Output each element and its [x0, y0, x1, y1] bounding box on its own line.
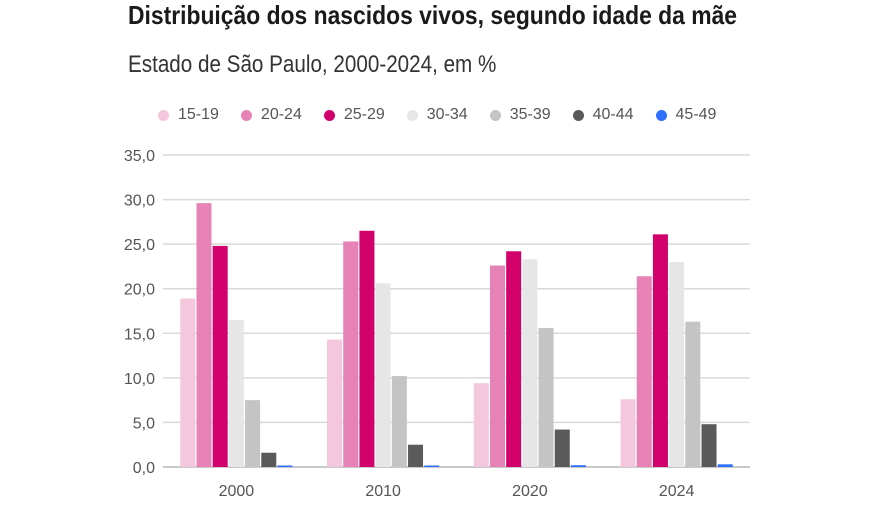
bar-45-49-2020 [570, 465, 586, 467]
bar-35-39-2024 [685, 321, 701, 467]
bar-20-24-2000 [196, 203, 212, 467]
legend-swatch [572, 109, 584, 121]
bar-25-29-2000 [212, 245, 228, 467]
legend-swatch [406, 109, 418, 121]
y-tick-label: 5,0 [133, 415, 155, 432]
bar-15-19-2020 [473, 383, 489, 467]
x-tick-label: 2010 [365, 483, 401, 500]
legend-label: 30-34 [426, 106, 468, 123]
bar-35-39-2010 [391, 376, 407, 467]
legend-label: 20-24 [260, 106, 302, 123]
bar-45-49-2000 [277, 465, 293, 467]
chart-subtitle: Estado de São Paulo, 2000-2024, em % [128, 51, 497, 78]
chart-title: Distribuição dos nascidos vivos, segundo… [128, 0, 738, 30]
legend-swatch [655, 109, 667, 121]
bar-45-49-2010 [424, 465, 440, 467]
legend-swatch [240, 109, 252, 121]
bar-30-34-2010 [375, 283, 391, 467]
bar-20-24-2020 [489, 265, 505, 467]
legend-item-45-49: 45-49 [655, 106, 717, 124]
bar-15-19-2000 [180, 298, 196, 467]
y-tick-label: 10,0 [124, 371, 155, 388]
legend-swatch [323, 109, 335, 121]
legend-item-15-19: 15-19 [158, 106, 219, 124]
bar-15-19-2010 [327, 339, 343, 467]
bar-40-44-2020 [554, 429, 570, 467]
legend-swatch [489, 109, 501, 121]
bar-25-29-2020 [506, 251, 522, 467]
bar-30-34-2000 [228, 319, 244, 467]
bar-45-49-2024 [717, 464, 733, 467]
x-tick-label: 2024 [659, 483, 695, 500]
bar-40-44-2024 [701, 424, 717, 467]
legend-label: 25-29 [343, 106, 385, 123]
bar-40-44-2010 [408, 444, 424, 467]
legend-item-20-24: 20-24 [240, 106, 302, 124]
legend-item-35-39: 35-39 [489, 106, 551, 124]
y-tick-label: 0,0 [133, 460, 155, 477]
x-tick-label: 2020 [512, 483, 548, 500]
bar-25-29-2010 [359, 230, 375, 467]
legend-label: 15-19 [178, 106, 219, 123]
legend-item-40-44: 40-44 [572, 106, 634, 124]
legend-item-30-34: 30-34 [406, 106, 468, 124]
y-tick-label: 35,0 [124, 148, 155, 165]
legend-label: 40-44 [592, 106, 634, 123]
y-tick-label: 20,0 [124, 282, 155, 299]
bar-40-44-2000 [261, 452, 277, 467]
legend-label: 45-49 [675, 106, 717, 123]
y-tick-label: 15,0 [124, 326, 155, 343]
y-tick-label: 25,0 [124, 237, 155, 254]
bar-35-39-2020 [538, 327, 554, 467]
bar-30-34-2020 [522, 259, 538, 467]
bar-25-29-2024 [652, 234, 668, 467]
bar-30-34-2024 [669, 261, 685, 467]
y-tick-label: 30,0 [124, 193, 155, 210]
bar-20-24-2010 [343, 241, 359, 467]
bar-20-24-2024 [636, 276, 652, 467]
bar-15-19-2024 [620, 399, 636, 467]
bar-35-39-2000 [245, 400, 261, 467]
x-tick-label: 2000 [219, 483, 255, 500]
chart-legend: 15-19 20-24 25-29 30-34 35-39 40-44 45-49 [158, 104, 738, 126]
legend-label: 35-39 [509, 106, 551, 123]
legend-item-25-29: 25-29 [323, 106, 385, 124]
legend-swatch [158, 109, 169, 121]
